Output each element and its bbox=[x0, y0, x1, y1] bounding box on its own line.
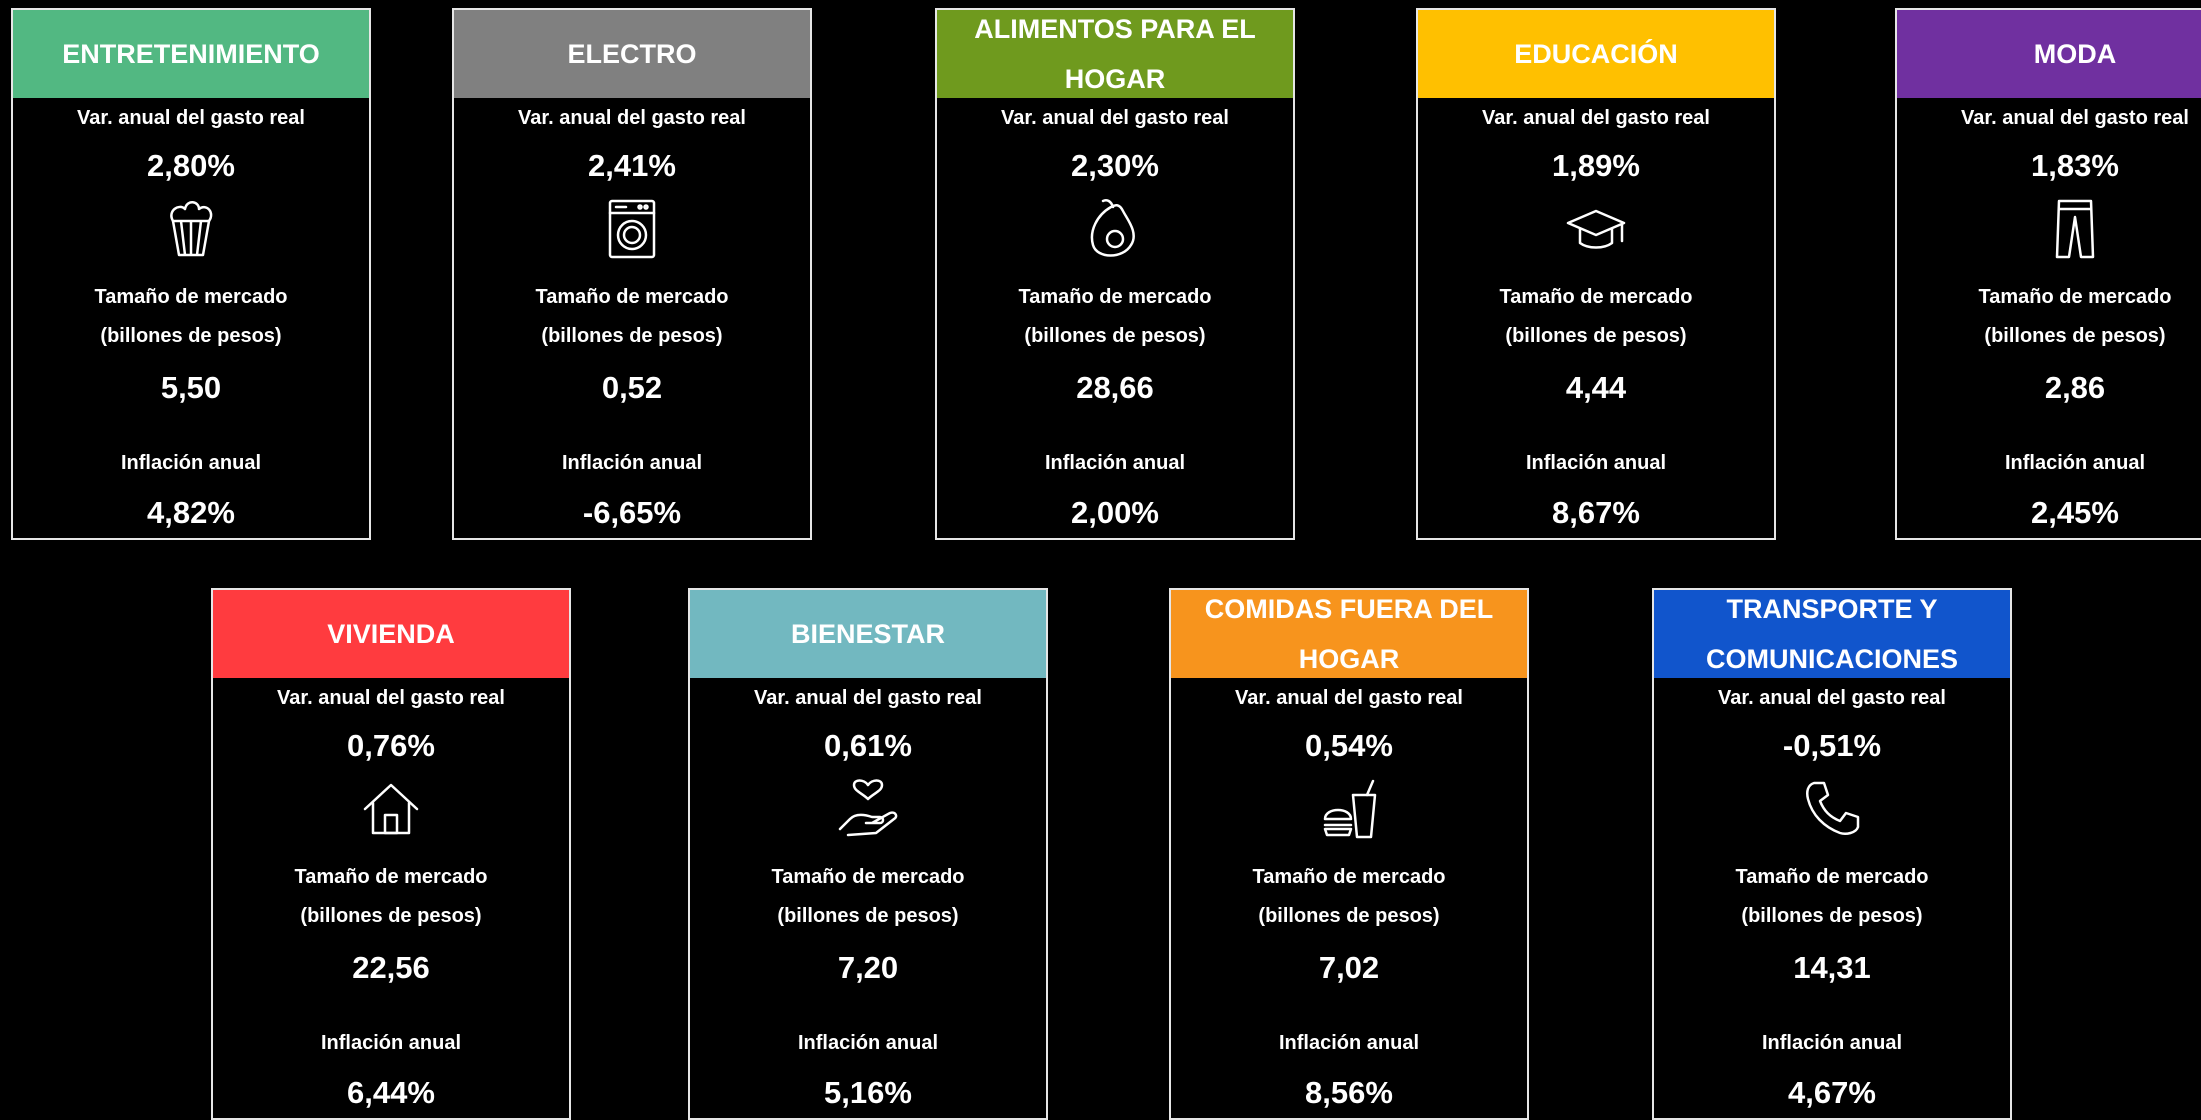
category-icon bbox=[2055, 199, 2095, 259]
growth-label: Var. anual del gasto real bbox=[77, 107, 305, 129]
category-icon bbox=[838, 779, 898, 837]
growth-value: 2,80% bbox=[147, 148, 235, 183]
inflation-label: Inflación anual bbox=[1525, 452, 1667, 474]
inflation-value: 4,67% bbox=[1788, 1075, 1876, 1110]
size-unit: (billones de pesos) bbox=[1984, 325, 2166, 347]
inflation-label: Inflación anual bbox=[1761, 1032, 1903, 1054]
category-card: VIVIENDA Var. anual del gasto real 0,76% Ta… bbox=[211, 588, 571, 1120]
category-icon bbox=[608, 199, 656, 259]
inflation-label: Inflación anual bbox=[320, 1032, 462, 1054]
card-title: MODA bbox=[1897, 10, 2201, 98]
size-unit: (billones de pesos) bbox=[1258, 905, 1440, 927]
size-label: Tamaño de mercado bbox=[771, 866, 965, 888]
inflation-label: Inflación anual bbox=[2004, 452, 2146, 474]
category-icon bbox=[1323, 779, 1377, 839]
inflation-label: Inflación anual bbox=[1278, 1032, 1420, 1054]
category-card: BIENESTAR Var. anual del gasto real 0,61% T… bbox=[688, 588, 1048, 1120]
size-label: Tamaño de mercado bbox=[1018, 286, 1212, 308]
size-value: 5,50 bbox=[160, 370, 222, 405]
card-title: EDUCACIÓN bbox=[1418, 10, 1774, 98]
card-title: ENTRETENIMIENTO bbox=[13, 10, 369, 98]
category-card: MODA Var. anual del gasto real 1,83% Tamaño… bbox=[1895, 8, 2201, 540]
inflation-value: 8,56% bbox=[1305, 1075, 1393, 1110]
size-value: 2,86 bbox=[2044, 370, 2106, 405]
growth-label: Var. anual del gasto real bbox=[1001, 107, 1229, 129]
size-value: 7,20 bbox=[837, 950, 899, 985]
size-label: Tamaño de mercado bbox=[1499, 286, 1693, 308]
category-card: COMIDAS FUERA DEL HOGAR Var. anual del ga… bbox=[1169, 588, 1529, 1120]
size-unit: (billones de pesos) bbox=[777, 905, 959, 927]
size-label: Tamaño de mercado bbox=[294, 866, 488, 888]
growth-value: 0,76% bbox=[347, 728, 435, 763]
inflation-value: 5,16% bbox=[824, 1075, 912, 1110]
inflation-label: Inflación anual bbox=[1044, 452, 1186, 474]
growth-label: Var. anual del gasto real bbox=[1482, 107, 1710, 129]
category-card: EDUCACIÓN Var. anual del gasto real 1,89% T… bbox=[1416, 8, 1776, 540]
size-value: 4,44 bbox=[1565, 370, 1627, 405]
size-unit: (billones de pesos) bbox=[1505, 325, 1687, 347]
growth-value: 2,30% bbox=[1071, 148, 1159, 183]
inflation-value: 6,44% bbox=[347, 1075, 435, 1110]
size-unit: (billones de pesos) bbox=[1741, 905, 1923, 927]
category-icon bbox=[1566, 209, 1626, 249]
growth-label: Var. anual del gasto real bbox=[1718, 687, 1946, 709]
card-title: TRANSPORTE Y COMUNICACIONES bbox=[1654, 590, 2010, 678]
growth-value: 1,83% bbox=[2031, 148, 2119, 183]
inflation-label: Inflación anual bbox=[561, 452, 703, 474]
size-label: Tamaño de mercado bbox=[1978, 286, 2172, 308]
growth-label: Var. anual del gasto real bbox=[1961, 107, 2189, 129]
category-icon bbox=[1090, 199, 1135, 257]
size-value: 22,56 bbox=[352, 950, 430, 985]
growth-value: 1,89% bbox=[1552, 148, 1640, 183]
category-card: ELECTRO Var. anual del gasto real 2,41% Tam… bbox=[452, 8, 812, 540]
size-label: Tamaño de mercado bbox=[94, 286, 288, 308]
card-title: ELECTRO bbox=[454, 10, 810, 98]
growth-label: Var. anual del gasto real bbox=[518, 107, 746, 129]
size-value: 28,66 bbox=[1076, 370, 1154, 405]
size-label: Tamaño de mercado bbox=[535, 286, 729, 308]
card-title: VIVIENDA bbox=[213, 590, 569, 678]
category-icon bbox=[363, 783, 419, 835]
category-card: ENTRETENIMIENTO Var. anual del gasto real… bbox=[11, 8, 371, 540]
card-title: BIENESTAR bbox=[690, 590, 1046, 678]
growth-label: Var. anual del gasto real bbox=[1235, 687, 1463, 709]
category-icon bbox=[170, 201, 213, 257]
size-value: 14,31 bbox=[1793, 950, 1871, 985]
inflation-value: 2,45% bbox=[2031, 495, 2119, 530]
card-title: COMIDAS FUERA DEL HOGAR bbox=[1171, 590, 1527, 678]
growth-label: Var. anual del gasto real bbox=[754, 687, 982, 709]
inflation-value: -6,65% bbox=[582, 495, 682, 530]
size-label: Tamaño de mercado bbox=[1735, 866, 1929, 888]
size-unit: (billones de pesos) bbox=[541, 325, 723, 347]
inflation-label: Inflación anual bbox=[120, 452, 262, 474]
category-icon bbox=[1806, 781, 1860, 835]
size-unit: (billones de pesos) bbox=[100, 325, 282, 347]
growth-value: 0,54% bbox=[1305, 728, 1393, 763]
size-value: 0,52 bbox=[601, 370, 663, 405]
growth-value: 2,41% bbox=[588, 148, 676, 183]
inflation-value: 2,00% bbox=[1071, 495, 1159, 530]
growth-value: -0,51% bbox=[1782, 728, 1882, 763]
size-label: Tamaño de mercado bbox=[1252, 866, 1446, 888]
category-card: TRANSPORTE Y COMUNICACIONES Var. anual de… bbox=[1652, 588, 2012, 1120]
growth-label: Var. anual del gasto real bbox=[277, 687, 505, 709]
growth-value: 0,61% bbox=[824, 728, 912, 763]
card-title: ALIMENTOS PARA EL HOGAR bbox=[937, 10, 1293, 98]
inflation-value: 4,82% bbox=[147, 495, 235, 530]
size-value: 7,02 bbox=[1318, 950, 1380, 985]
category-card: ALIMENTOS PARA EL HOGAR Var. anual del ga… bbox=[935, 8, 1295, 540]
inflation-label: Inflación anual bbox=[797, 1032, 939, 1054]
size-unit: (billones de pesos) bbox=[300, 905, 482, 927]
size-unit: (billones de pesos) bbox=[1024, 325, 1206, 347]
inflation-value: 8,67% bbox=[1552, 495, 1640, 530]
